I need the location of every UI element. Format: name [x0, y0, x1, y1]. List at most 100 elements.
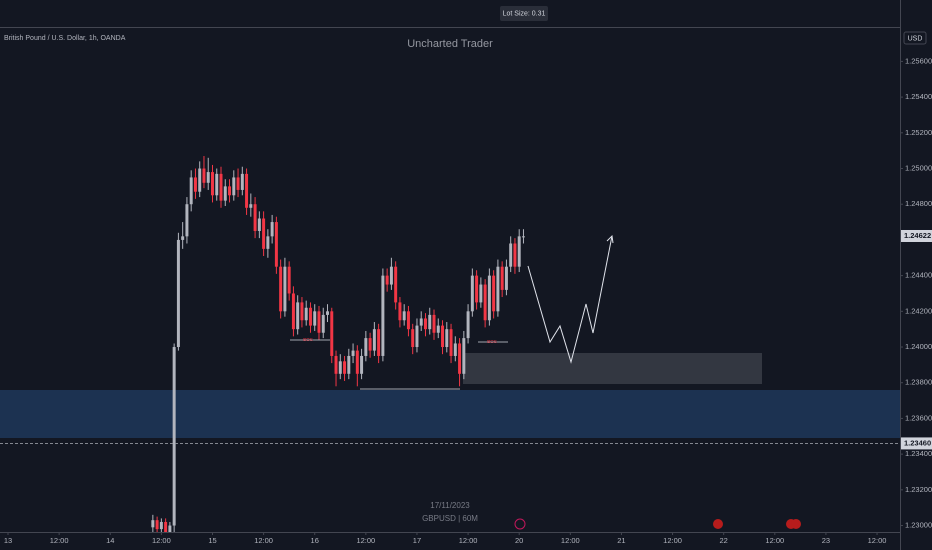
candle-body	[419, 318, 423, 326]
x-tick-label: 12:00	[663, 536, 682, 545]
candle-body	[151, 520, 155, 528]
candle-body	[364, 338, 368, 356]
candle-body	[517, 236, 521, 267]
event-icon[interactable]	[514, 518, 526, 530]
candle-body	[317, 311, 321, 333]
candle-body	[521, 236, 525, 238]
candle-body	[372, 329, 376, 351]
y-tick-label: 1.23200	[905, 485, 932, 494]
candle-body	[462, 338, 466, 374]
candle-body	[487, 275, 491, 321]
y-tick-label: 1.25400	[905, 92, 932, 101]
x-tick-label: 14	[106, 536, 114, 545]
candle-body	[236, 177, 240, 190]
y-tick-label: 1.23600	[905, 413, 932, 422]
box	[463, 353, 762, 384]
candle-body	[249, 204, 253, 208]
event-icon[interactable]	[713, 519, 723, 529]
candle-body	[270, 222, 274, 237]
candle-body	[240, 173, 244, 190]
y-tick-label: 1.25600	[905, 56, 932, 65]
candle-body	[159, 521, 163, 530]
candle-body	[257, 218, 261, 231]
lot-size: Lot Size: 0.31	[503, 10, 546, 17]
currency-box	[903, 31, 927, 45]
candle-body	[381, 275, 385, 356]
candle-body	[155, 520, 159, 530]
candle-body	[453, 343, 457, 356]
event-icon[interactable]	[791, 519, 801, 529]
candle-body	[351, 350, 355, 356]
candle-body	[513, 243, 517, 267]
candle-body	[210, 172, 214, 196]
candle-body	[432, 314, 436, 333]
candle-body	[402, 311, 406, 321]
annotation: BOS	[303, 337, 313, 342]
x-tick-label: 22	[720, 536, 728, 545]
candle-body	[206, 172, 210, 183]
candle-body	[172, 347, 176, 526]
top-bar	[0, 0, 900, 27]
candle-body	[343, 361, 347, 374]
candle-body	[483, 284, 487, 321]
candle-body	[304, 307, 308, 321]
candle-body	[479, 284, 483, 303]
candle-body	[279, 266, 283, 312]
watermark-date: 17/11/2023	[430, 501, 470, 510]
candle-body	[326, 311, 329, 315]
candle-body	[202, 168, 206, 183]
y-tick-label: 1.24200	[905, 306, 932, 315]
annotation: BOS	[487, 339, 497, 344]
x-tick-label: 12:00	[868, 536, 887, 545]
candle-body	[445, 329, 449, 348]
x-tick-label: 16	[311, 536, 319, 545]
candle-body	[441, 325, 445, 348]
x-tick-label: 12:00	[561, 536, 580, 545]
candle-body	[164, 521, 168, 533]
x-tick-label: 12:00	[459, 536, 478, 545]
price-label-box	[901, 437, 932, 450]
axes: 1.23000 1.23200 1.23400 1.23600 1.23800 1.240…	[4, 56, 932, 545]
candle-body	[215, 173, 219, 196]
candle-body	[300, 302, 304, 321]
candle-body	[168, 525, 172, 533]
y-tick-label: 1.23400	[905, 449, 932, 458]
zone	[0, 390, 900, 438]
x-tick-label: 12:00	[765, 536, 784, 545]
candle-body	[296, 302, 300, 330]
candle-body	[394, 266, 398, 303]
candle-body	[406, 311, 410, 330]
candle-body	[509, 243, 513, 267]
candle-body	[470, 275, 474, 312]
candle-body	[189, 177, 193, 205]
candle-body	[385, 275, 389, 285]
candle-body	[291, 293, 295, 330]
candle-body	[283, 266, 287, 312]
price-axis	[900, 0, 932, 550]
candle-body	[253, 204, 257, 231]
candle-body	[338, 361, 342, 374]
candle-body	[198, 168, 202, 192]
candle-body	[449, 329, 453, 356]
y-tick-label: 1.23800	[905, 378, 932, 387]
candle-body	[411, 329, 415, 348]
candle-body	[347, 355, 351, 374]
candle-body	[308, 307, 312, 326]
candle-body	[262, 218, 266, 249]
candle-body	[313, 311, 317, 326]
candle-body	[415, 325, 419, 348]
projection	[527, 235, 613, 364]
candle-body	[436, 325, 440, 333]
candle-body	[287, 266, 291, 294]
candle-body	[321, 314, 325, 333]
y-tick-label: 1.25200	[905, 128, 932, 137]
candle-body	[496, 266, 500, 312]
candle-body	[219, 173, 223, 201]
price-label: 1.23460	[904, 438, 931, 447]
candle-body	[360, 355, 364, 374]
x-tick-label: 21	[617, 536, 625, 545]
candle-body	[185, 204, 189, 237]
watermark-ticker: GBPUSD | 60M	[422, 514, 478, 523]
symbol: British Pound / U.S. Dollar, 1h, OANDA	[4, 35, 126, 42]
candle-body	[466, 311, 470, 339]
